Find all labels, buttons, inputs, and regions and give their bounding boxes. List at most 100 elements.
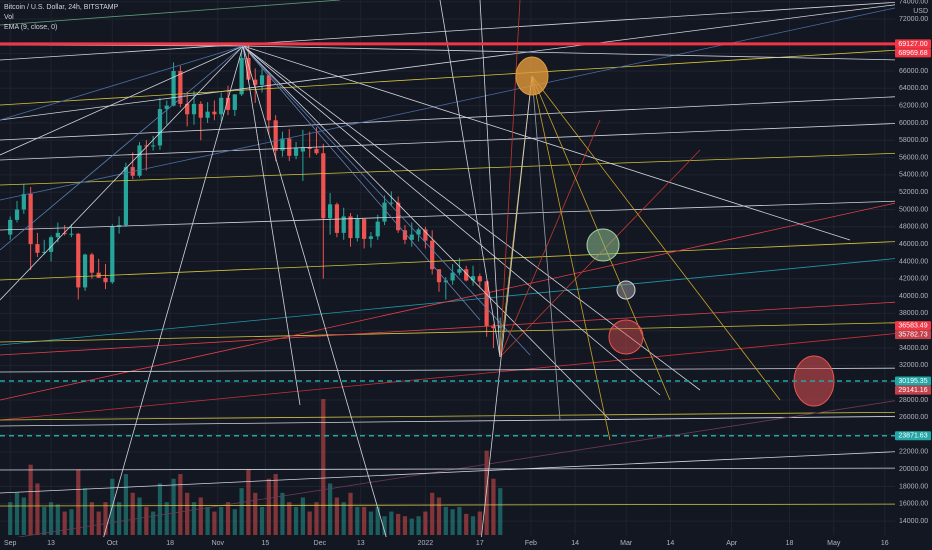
candle-body [62,232,67,234]
volume-bar [334,497,340,535]
volume-bar [62,511,67,535]
candle-body [96,272,101,278]
volume-bar [219,506,224,535]
volume-bar [443,506,448,535]
volume-bar [280,492,285,535]
candle-body [103,277,108,283]
volume-bar [225,502,231,535]
candle-body [484,281,489,327]
volume-bar [14,492,20,535]
price-badge [895,431,931,441]
candle-body [137,145,142,176]
x-tick-label: 2022 [418,540,434,547]
y-tick-label: 34000.00 [899,345,928,352]
candle-body [48,237,54,252]
candle-body [110,226,115,283]
y-tick-label: 64000.00 [899,85,928,92]
candle-body [368,236,374,239]
x-tick-label: Dec [314,540,327,547]
y-tick-label: 74000.00 [899,0,928,6]
x-tick-label: Apr [726,540,738,547]
volume-bar [55,504,60,535]
candle-body [457,269,462,273]
candle-body [8,219,13,235]
volume-bar [239,488,244,535]
x-tick-label: 13 [357,540,365,547]
y-tick-label: 18000.00 [899,483,928,490]
candle-body [82,254,88,288]
volume-bar [137,497,142,535]
y-tick-label: 20000.00 [899,466,928,473]
x-tick-label: 18 [166,540,174,547]
candle-body [212,111,217,115]
volume-bar [341,502,346,535]
x-tick-label: 14 [571,540,579,547]
x-tick-label: 13 [47,540,55,547]
candle-body [76,233,81,288]
candle-body [144,145,149,147]
volume-bar [457,506,462,535]
y-tick-label: 38000.00 [899,310,928,317]
candle-body [28,193,33,245]
volume-bar [293,506,299,535]
candle-body [470,276,476,281]
overlay [0,42,895,437]
volume-bar [470,516,476,535]
candle-body [375,221,380,237]
x-tick-label: Nov [212,540,225,547]
price-badge-label: 23871.63 [898,433,927,440]
indicator-label: Vol [4,14,14,21]
volume-bar [327,483,333,535]
candle-body [185,103,190,115]
candle-body [396,202,401,231]
candle-body [123,167,129,226]
volume-bar [151,511,156,535]
price-axis-bg [895,0,932,550]
candle-body [246,58,251,80]
price-badge [895,330,931,340]
candle-body [300,147,305,152]
y-tick-label: 56000.00 [899,154,928,161]
volume-bar [464,513,469,535]
volume-bar [205,506,210,535]
candle-body [498,325,503,329]
y-tick-label: 60000.00 [899,120,928,127]
volume-bar [382,516,387,535]
y-tick-label: 58000.00 [899,137,928,144]
x-tick-label: Oct [107,540,118,547]
candle-body [443,280,448,283]
volume-bar [368,511,374,535]
y-tick-label: 22000.00 [899,449,928,456]
volume-bar [89,502,94,535]
volume-bar [266,478,271,535]
axes: 14000.00 16000.00 18000.00 20000.00 22000.00… [4,0,931,547]
volume-bar [362,506,367,535]
volume-bar [198,497,203,535]
x-tick-label: Mar [620,540,633,547]
volume-bar [212,511,217,535]
volume-bar [259,506,265,535]
volume-bar [246,469,251,535]
candle-body [198,103,203,118]
y-tick-label: 52000.00 [899,189,928,196]
volume-bar [76,469,81,535]
candle-body [416,229,421,235]
y-tick-label: 40000.00 [899,293,928,300]
volume-bar [314,502,319,535]
volume-bar [287,502,292,535]
y-tick-label: 50000.00 [899,206,928,213]
candle-body [293,148,299,156]
x-tick-label: 16 [881,540,889,547]
price-badge-label: 68969.68 [898,50,927,57]
currency-label: USD [913,8,928,15]
volume-bar [450,509,455,535]
y-tick-label: 28000.00 [899,397,928,404]
volume-bar [130,492,135,535]
candle-body [157,109,163,146]
y-tick-label: 66000.00 [899,68,928,75]
x-tick-label: 15 [262,540,270,547]
volume-bar [28,464,33,535]
